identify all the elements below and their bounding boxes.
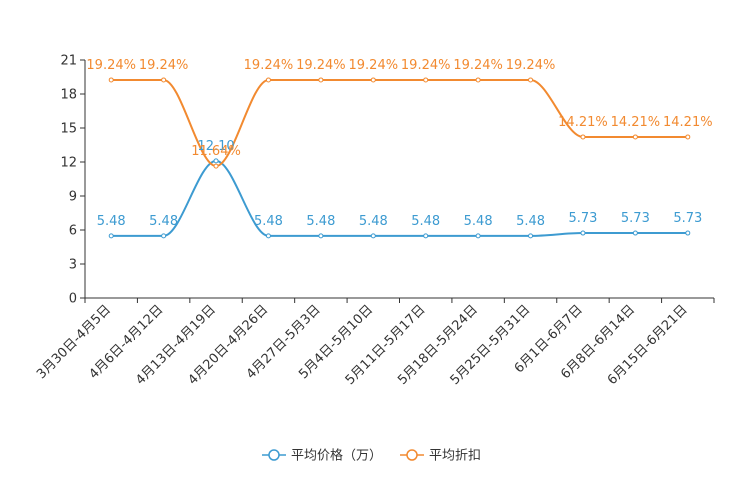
data-point bbox=[213, 163, 219, 169]
data-point bbox=[318, 233, 324, 239]
y-tick-label: 3 bbox=[69, 258, 77, 273]
y-tick-label: 0 bbox=[69, 292, 77, 307]
data-label: 19.24% bbox=[244, 58, 294, 73]
data-point bbox=[632, 134, 638, 140]
y-tick-label: 18 bbox=[60, 88, 77, 103]
data-label: 11.64% bbox=[191, 144, 241, 159]
data-point bbox=[318, 77, 324, 83]
data-label: 19.24% bbox=[349, 58, 399, 73]
data-label: 19.24% bbox=[86, 58, 136, 73]
data-point bbox=[370, 77, 376, 83]
data-label: 5.48 bbox=[516, 214, 545, 229]
data-point bbox=[685, 230, 691, 236]
data-point bbox=[108, 233, 114, 239]
y-tick-label: 21 bbox=[60, 54, 77, 69]
data-point bbox=[423, 77, 429, 83]
legend-label: 平均价格（万） bbox=[291, 448, 382, 464]
y-tick-label: 12 bbox=[60, 156, 77, 171]
legend-item-0[interactable]: 平均价格（万） bbox=[262, 448, 382, 464]
data-point bbox=[265, 233, 271, 239]
data-label: 5.48 bbox=[464, 214, 493, 229]
data-label: 19.24% bbox=[401, 58, 451, 73]
data-label: 5.73 bbox=[568, 211, 597, 226]
data-point bbox=[580, 230, 586, 236]
data-label: 5.48 bbox=[411, 214, 440, 229]
data-point bbox=[213, 158, 219, 164]
data-point bbox=[632, 230, 638, 236]
data-point bbox=[265, 77, 271, 83]
data-label: 12.10 bbox=[197, 139, 234, 154]
data-label: 14.21% bbox=[558, 115, 608, 130]
legend-item-1[interactable]: 平均折扣 bbox=[400, 449, 481, 464]
data-label: 19.24% bbox=[506, 58, 556, 73]
data-label: 5.48 bbox=[254, 214, 283, 229]
legend-label: 平均折扣 bbox=[429, 449, 481, 464]
legend-marker bbox=[268, 449, 280, 461]
data-point bbox=[475, 77, 481, 83]
y-tick-label: 6 bbox=[69, 224, 77, 239]
legend[interactable]: 平均价格（万） 平均折扣 bbox=[262, 448, 481, 464]
data-point bbox=[580, 134, 586, 140]
data-point bbox=[423, 233, 429, 239]
data-point bbox=[685, 134, 691, 140]
data-point bbox=[528, 77, 534, 83]
data-label: 19.24% bbox=[139, 58, 189, 73]
data-point bbox=[528, 233, 534, 239]
data-point bbox=[370, 233, 376, 239]
data-point bbox=[475, 233, 481, 239]
data-label: 14.21% bbox=[663, 115, 713, 130]
y-tick-label: 9 bbox=[69, 190, 77, 205]
data-label: 19.24% bbox=[296, 58, 346, 73]
series-line-0 bbox=[111, 159, 688, 237]
data-label: 14.21% bbox=[611, 115, 661, 130]
series-group bbox=[108, 77, 691, 239]
data-point bbox=[108, 77, 114, 83]
data-point bbox=[161, 233, 167, 239]
y-tick-label: 15 bbox=[60, 122, 77, 137]
legend-marker bbox=[406, 449, 418, 461]
data-label: 5.48 bbox=[306, 214, 335, 229]
data-label: 5.73 bbox=[673, 211, 702, 226]
data-label: 5.73 bbox=[621, 211, 650, 226]
data-label: 5.48 bbox=[359, 214, 388, 229]
data-label: 19.24% bbox=[453, 58, 503, 73]
data-label: 5.48 bbox=[149, 214, 178, 229]
data-label: 5.48 bbox=[97, 214, 126, 229]
data-labels: 5.48 5.48 12.10 5.48 5.48 5.48 5.48 5.48 5.48 5.7… bbox=[86, 58, 712, 229]
data-point bbox=[161, 77, 167, 83]
